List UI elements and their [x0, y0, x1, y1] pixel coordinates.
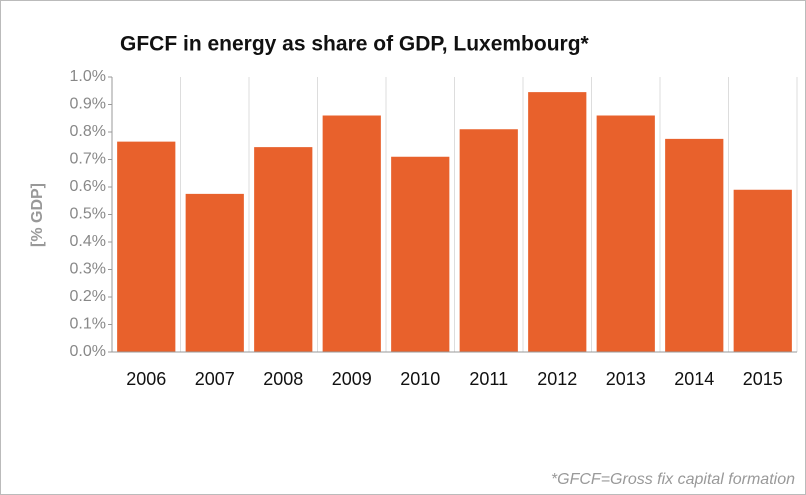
y-tick-label: 0.4% [70, 233, 106, 250]
y-tick-label: 0.0% [70, 343, 106, 360]
bar [322, 115, 381, 352]
y-tick-label: 0.1% [70, 316, 106, 333]
x-tick-label: 2013 [606, 369, 646, 389]
x-tick-label: 2014 [674, 369, 714, 389]
x-tick-label: 2009 [332, 369, 372, 389]
bar [596, 115, 655, 352]
y-tick-label: 0.2% [70, 288, 106, 305]
y-tick-label: 0.3% [70, 261, 106, 278]
y-tick-label: 0.9% [70, 96, 106, 113]
y-axis-label: [% GDP] [29, 183, 46, 247]
y-tick-label: 0.7% [70, 151, 106, 168]
bar [185, 193, 244, 352]
y-tick-label: 1.0% [70, 68, 106, 85]
x-tick-label: 2012 [537, 369, 577, 389]
y-tick-label: 0.5% [70, 206, 106, 223]
bar [254, 147, 313, 352]
bar [459, 129, 518, 352]
x-tick-label: 2010 [400, 369, 440, 389]
y-tick-label: 0.8% [70, 123, 106, 140]
x-tick-label: 2007 [195, 369, 235, 389]
bar [391, 156, 450, 352]
chart-title: GFCF in energy as share of GDP, Luxembou… [120, 33, 590, 56]
x-tick-label: 2006 [126, 369, 166, 389]
y-tick-label: 0.6% [70, 178, 106, 195]
x-tick-label: 2008 [263, 369, 303, 389]
bar [117, 141, 176, 352]
x-tick-label: 2011 [469, 369, 508, 389]
bar [733, 189, 792, 352]
bar [528, 92, 587, 352]
x-tick-label: 2015 [743, 369, 783, 389]
footnote: *GFCF=Gross fix capital formation [551, 471, 795, 488]
bar [665, 138, 724, 352]
